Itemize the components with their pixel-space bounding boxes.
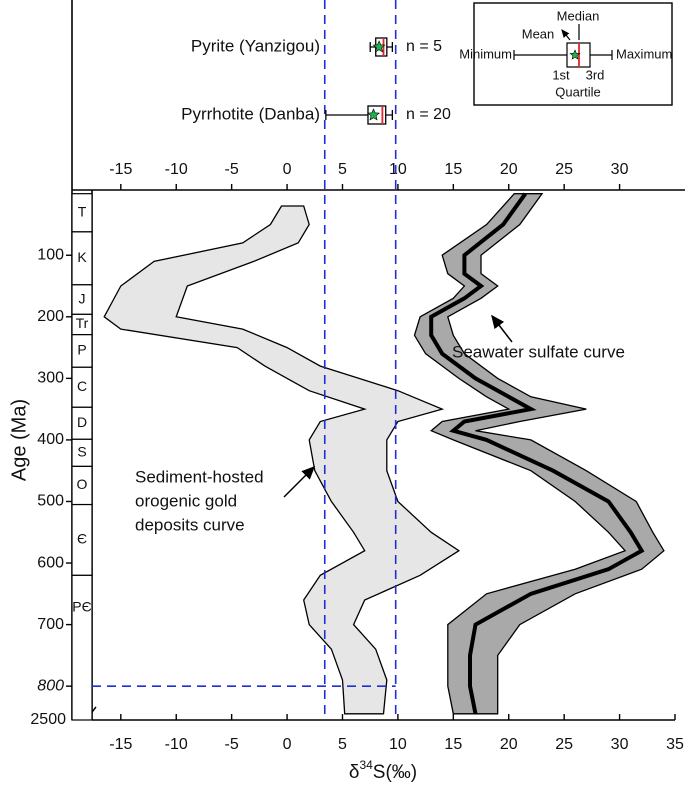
period-label: S <box>77 444 86 460</box>
mean-marker <box>372 40 386 53</box>
mean-marker <box>367 108 380 121</box>
box-name: Pyrite (Yanzigou) <box>191 36 320 55</box>
x-tick-label: 30 <box>611 736 629 753</box>
period-label: C <box>77 378 87 394</box>
period-label: J <box>79 290 86 306</box>
period-label: K <box>77 249 87 265</box>
x2-tick-label: 25 <box>555 161 573 178</box>
y-tick-label: 200 <box>37 308 64 325</box>
arrow <box>491 314 513 343</box>
y-tick-label: 100 <box>37 246 64 263</box>
legend-text: Median <box>557 8 600 23</box>
period-label: T <box>78 203 87 219</box>
x2-tick-label: -5 <box>225 161 239 178</box>
band-label: Sediment-hosted <box>135 467 264 486</box>
band-label: deposits curve <box>135 515 245 534</box>
x2-tick-label: 0 <box>283 161 292 178</box>
period-box <box>71 574 93 721</box>
x2-tick-label: -15 <box>109 161 132 178</box>
y-tick-label: 600 <box>37 554 64 571</box>
x2-tick-label: 10 <box>389 161 407 178</box>
x-tick-label: -15 <box>109 736 132 753</box>
x-title-part: δ <box>349 762 360 783</box>
box-name: Pyrrhotite (Danba) <box>181 104 320 123</box>
y-tick-label: 400 <box>37 431 64 448</box>
x2-tick-label: 30 <box>611 161 629 178</box>
y-axis-title: Age (Ma) <box>8 399 30 481</box>
legend-text: Quartile <box>555 84 601 99</box>
band-label: orogenic gold <box>135 491 237 510</box>
period-label: Є <box>77 531 87 547</box>
x-title-sup: 34 <box>359 758 373 772</box>
band-area <box>103 205 461 715</box>
legend-text: 3rd <box>586 67 605 82</box>
x-tick-label: 20 <box>500 736 518 753</box>
legend-arrow <box>561 29 571 41</box>
legend-mean <box>569 49 581 60</box>
x2-tick-label: 15 <box>444 161 462 178</box>
x-tick-label: 25 <box>555 736 573 753</box>
legend-text: Maximum <box>616 46 672 61</box>
period-label: PЄ <box>72 598 91 614</box>
x2-tick-label: -10 <box>165 161 188 178</box>
x-tick-label: 10 <box>389 736 407 753</box>
legend-text: Mean <box>522 26 555 41</box>
period-label: D <box>77 414 87 430</box>
period-label: P <box>77 342 86 358</box>
legend-text: 1st <box>552 67 570 82</box>
x2-tick-label: 20 <box>500 161 518 178</box>
axis-break-label: 2500 <box>30 711 66 728</box>
x-tick-label: 35 <box>666 736 684 753</box>
period-label: Tr <box>76 315 89 331</box>
band-area <box>413 193 665 715</box>
x2-tick-label: 5 <box>338 161 347 178</box>
box-n: n = 20 <box>406 106 451 123</box>
y-tick-label: 500 <box>37 493 64 510</box>
x-title-part: S(‰) <box>373 762 417 783</box>
x-axis-title: δ34S(‰) <box>349 758 417 783</box>
period-label: O <box>77 476 88 492</box>
x-tick-label: -5 <box>225 736 239 753</box>
x-tick-label: 5 <box>338 736 347 753</box>
x-tick-label: 15 <box>444 736 462 753</box>
y-tick-label: 800 <box>37 677 64 694</box>
x-tick-label: 0 <box>283 736 292 753</box>
median-line <box>429 192 645 715</box>
y-tick-label: 300 <box>37 370 64 387</box>
band-label: Seawater sulfate curve <box>452 342 625 361</box>
arrow <box>283 465 316 498</box>
x-tick-label: -10 <box>165 736 188 753</box>
box-n: n = 5 <box>406 38 442 55</box>
legend-text: Minimum <box>459 46 512 61</box>
y-tick-label: 700 <box>37 616 64 633</box>
